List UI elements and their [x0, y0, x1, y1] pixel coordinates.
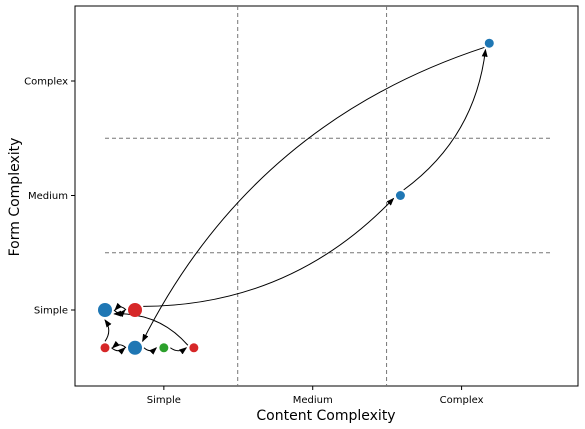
node-point: [98, 303, 112, 317]
edge-arrow: [104, 319, 112, 342]
node-point: [100, 343, 110, 353]
ticks: Simple Medium Complex Simple Medium Complex: [24, 77, 483, 407]
x-tick-label: Complex: [440, 395, 484, 406]
edge-arrow: [113, 310, 189, 346]
node-point: [159, 343, 169, 353]
edge-arrow: [114, 302, 127, 311]
y-tick-label: Complex: [24, 77, 68, 88]
x-tick-label: Medium: [293, 395, 333, 406]
y-tick-label: Simple: [34, 306, 68, 317]
node-point: [128, 303, 143, 317]
edge-arrow: [142, 46, 485, 343]
y-axis-label: Form Complexity: [7, 138, 23, 257]
nodes: [98, 38, 494, 355]
x-tick-label: Simple: [147, 395, 181, 406]
node-point: [189, 343, 199, 353]
edge-arrow: [143, 197, 395, 307]
edge-arrow: [403, 48, 488, 191]
grid-lines: [105, 6, 552, 386]
edge-arrow: [143, 347, 158, 355]
edge-arrow: [170, 347, 188, 355]
edge-arrow: [111, 347, 126, 355]
node-point: [128, 340, 143, 355]
plot-area: [74, 5, 579, 387]
edge-arrow: [111, 340, 127, 349]
x-axis-label: Content Complexity: [256, 408, 395, 424]
node-point: [395, 191, 405, 200]
edges: [104, 46, 488, 355]
node-point: [484, 38, 494, 48]
y-tick-label: Medium: [28, 191, 68, 202]
